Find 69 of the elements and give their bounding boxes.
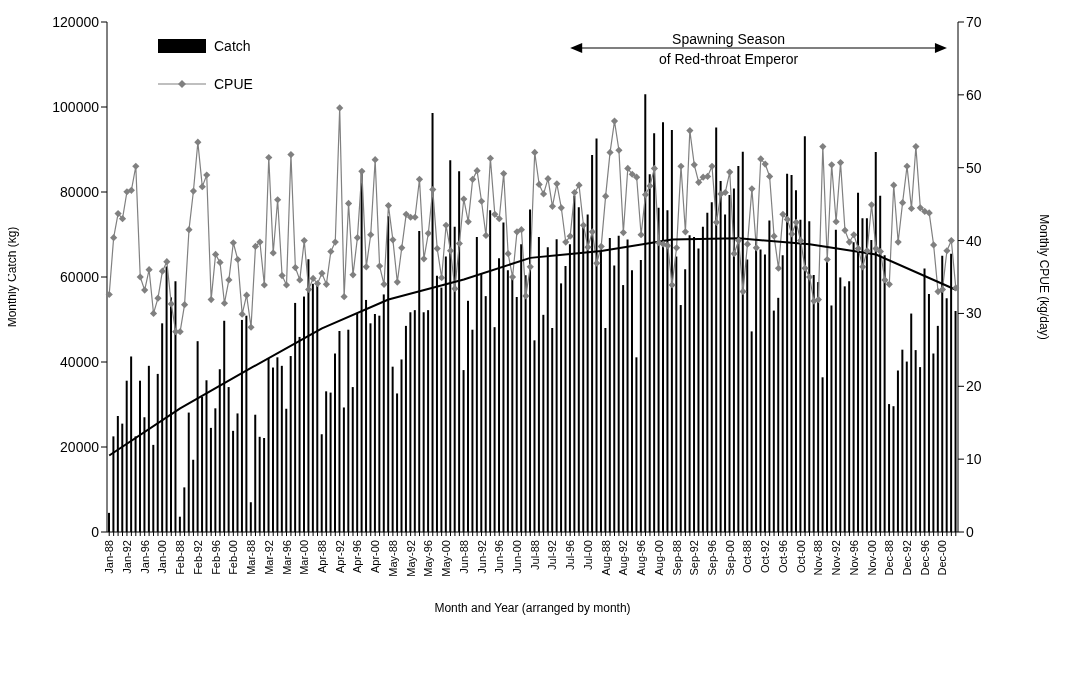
x-tick-label: Mar-96: [280, 540, 293, 575]
x-tick-label: Dec-92: [901, 540, 914, 576]
x-tick-label: Apr-00: [369, 540, 382, 574]
x-tick-label: Jun-00: [510, 540, 523, 574]
y-tick-label: 80000: [60, 183, 100, 200]
x-tick-label: Sep-00: [723, 540, 736, 576]
x-tick-label: Aug-96: [635, 540, 648, 576]
x-tick-label: Mar-88: [245, 540, 258, 575]
x-tick-label: Jul-88: [528, 540, 541, 570]
x-tick-label: Aug-88: [599, 540, 612, 576]
legend-label: CPUE: [214, 76, 253, 92]
x-tick-label: May-96: [422, 540, 435, 577]
x-tick-label: Nov-96: [847, 540, 860, 576]
y-tick-label: 40000: [60, 353, 100, 370]
x-tick-label: Jan-92: [120, 540, 133, 574]
x-tick-label: Jul-92: [546, 540, 559, 570]
y2-tick-label: 70: [966, 13, 982, 30]
x-tick-label: Nov-88: [812, 540, 825, 576]
annotation: Spawning Season of Red-throat Emperor: [658, 31, 799, 67]
x-tick-label: Oct-92: [759, 540, 772, 574]
x-tick-label: Feb-00: [227, 540, 240, 575]
x-tick-label: Oct-00: [794, 540, 807, 574]
x-tick-label: Dec-88: [883, 540, 896, 576]
x-tick-label: Jun-96: [493, 540, 506, 574]
x-tick-label: Aug-92: [617, 540, 630, 576]
y-axis-title: Monthly Catch (kg): [5, 226, 20, 328]
x-tick-label: Dec-96: [918, 540, 931, 576]
x-tick-label: Feb-96: [209, 540, 222, 575]
y2-tick-label: 20: [966, 378, 982, 395]
legend-label: Catch: [214, 38, 251, 54]
y-tick-label: 120000: [52, 13, 100, 30]
x-tick-label: Jul-96: [564, 540, 577, 570]
x-tick-label: Aug-00: [652, 540, 665, 576]
x-tick-label: Apr-88: [315, 540, 328, 574]
y2-tick-label: 10: [966, 451, 982, 468]
y2-axis-title: Monthly CPUE (kg/day): [1036, 214, 1051, 340]
x-tick-label: Feb-88: [174, 540, 187, 575]
x-tick-label: Jan-00: [156, 540, 169, 574]
x-tick-label: Jun-88: [457, 540, 470, 574]
x-tick-label: Sep-92: [688, 540, 701, 576]
y-tick-label: 60000: [60, 268, 100, 285]
x-tick-label: Mar-00: [298, 540, 311, 575]
x-tick-label: Sep-96: [706, 540, 719, 576]
y2-tick-label: 30: [966, 305, 982, 322]
y-tick-label: 100000: [52, 98, 100, 115]
y-tick-label: 20000: [60, 438, 100, 455]
x-tick-label: Jun-92: [475, 540, 488, 574]
x-tick-label: Nov-92: [830, 540, 843, 576]
x-tick-label: Jul-00: [581, 540, 594, 570]
x-axis-title: Month and Year (arranged by month): [434, 601, 631, 615]
y-tick-label: 0: [91, 523, 100, 540]
x-tick-label: Apr-92: [333, 540, 346, 574]
x-tick-label: Oct-88: [741, 540, 754, 574]
x-tick-label: Feb-92: [191, 540, 204, 575]
x-tick-label: Mar-92: [262, 540, 275, 575]
x-tick-label: Dec-00: [936, 540, 949, 576]
x-tick-label: Jan-88: [103, 540, 116, 574]
y2-tick-label: 60: [966, 86, 982, 103]
x-tick-label: May-92: [404, 540, 417, 577]
x-tick-label: May-00: [440, 540, 453, 577]
y2-tick-label: 0: [966, 523, 974, 540]
y2-tick-label: 50: [966, 159, 982, 176]
x-tick-label: Nov-00: [865, 540, 878, 576]
x-tick-label: May-88: [386, 540, 399, 577]
x-tick-label: Oct-96: [776, 540, 789, 574]
x-tick-label: Sep-88: [670, 540, 683, 576]
y2-tick-label: 40: [966, 232, 982, 249]
x-tick-label: Jan-96: [138, 540, 151, 574]
x-tick-label: Apr-96: [351, 540, 364, 574]
